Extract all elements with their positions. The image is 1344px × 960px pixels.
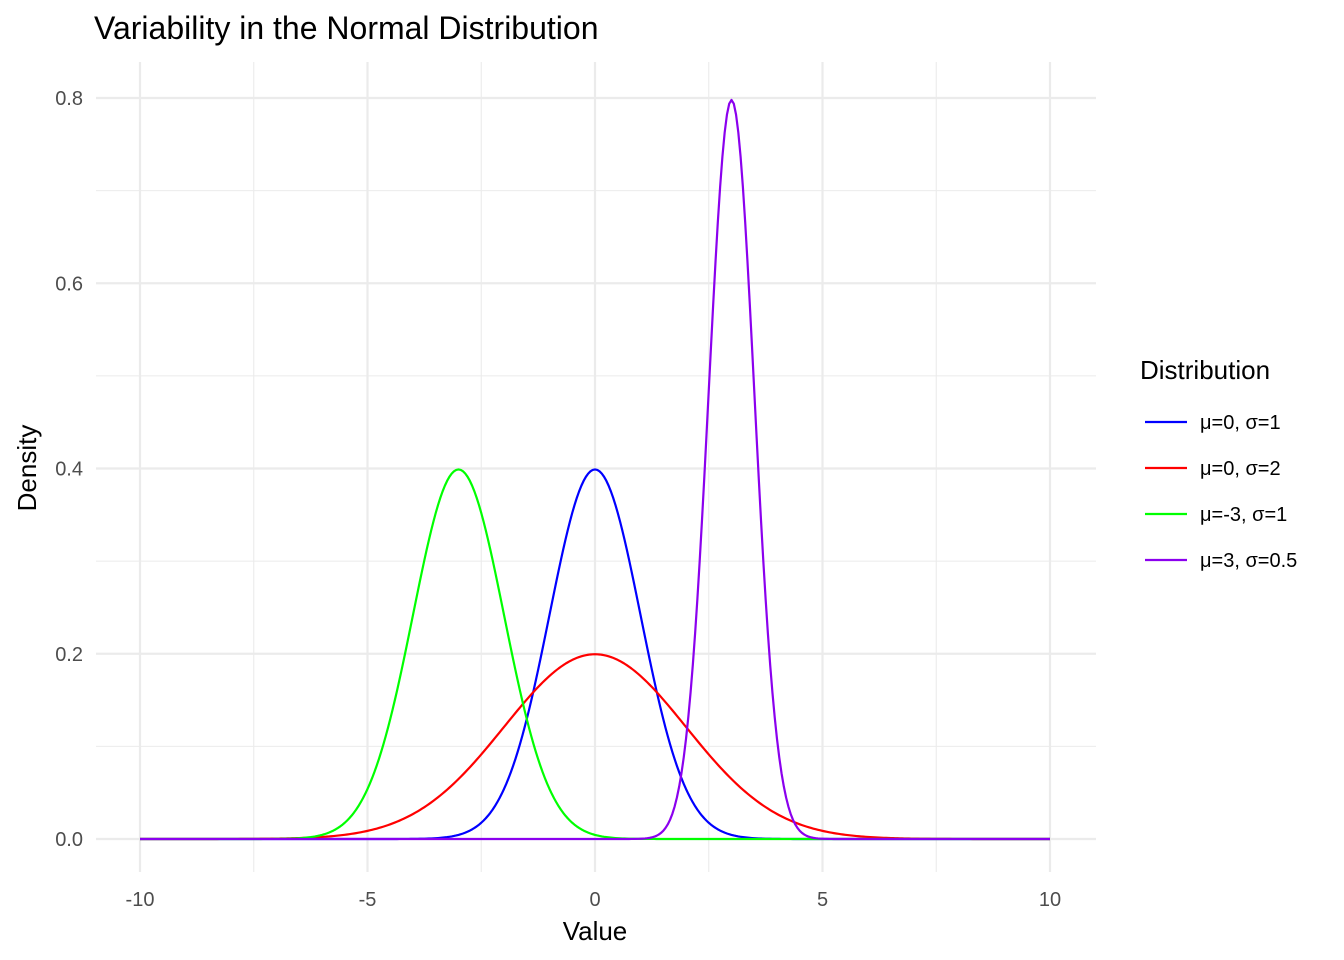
series-lines xyxy=(140,98,1050,841)
x-axis-ticks: -10 -5 0 5 10 xyxy=(126,889,1062,911)
legend-label-3: μ=3, σ=0.5 xyxy=(1200,550,1297,572)
x-tick-label: 10 xyxy=(1039,889,1061,911)
x-tick-label: -10 xyxy=(126,889,155,911)
x-tick-label: -5 xyxy=(359,889,377,911)
legend-label-0: μ=0, σ=1 xyxy=(1200,412,1281,434)
series-line-3 xyxy=(140,98,1050,841)
legend-label-1: μ=0, σ=2 xyxy=(1200,458,1281,480)
legend: Distribution μ=0, σ=1 μ=0, σ=2 μ=-3, σ=1 μ=… xyxy=(1140,355,1297,572)
chart-title: Variability in the Normal Distribution xyxy=(94,10,598,46)
y-tick-label: 0.8 xyxy=(55,88,83,110)
y-tick-label: 0.2 xyxy=(55,644,83,666)
y-tick-label: 0.6 xyxy=(55,273,83,295)
grid xyxy=(96,62,1096,872)
y-tick-label: 0.4 xyxy=(55,459,83,481)
x-tick-label: 0 xyxy=(589,889,600,911)
legend-title: Distribution xyxy=(1140,355,1270,385)
y-axis-title: Density xyxy=(12,425,42,512)
legend-label-2: μ=-3, σ=1 xyxy=(1200,504,1287,526)
y-tick-label: 0.0 xyxy=(55,829,83,851)
y-axis-ticks: 0.0 0.2 0.4 0.6 0.8 xyxy=(55,88,83,851)
x-axis-title: Value xyxy=(563,916,628,946)
x-tick-label: 5 xyxy=(817,889,828,911)
